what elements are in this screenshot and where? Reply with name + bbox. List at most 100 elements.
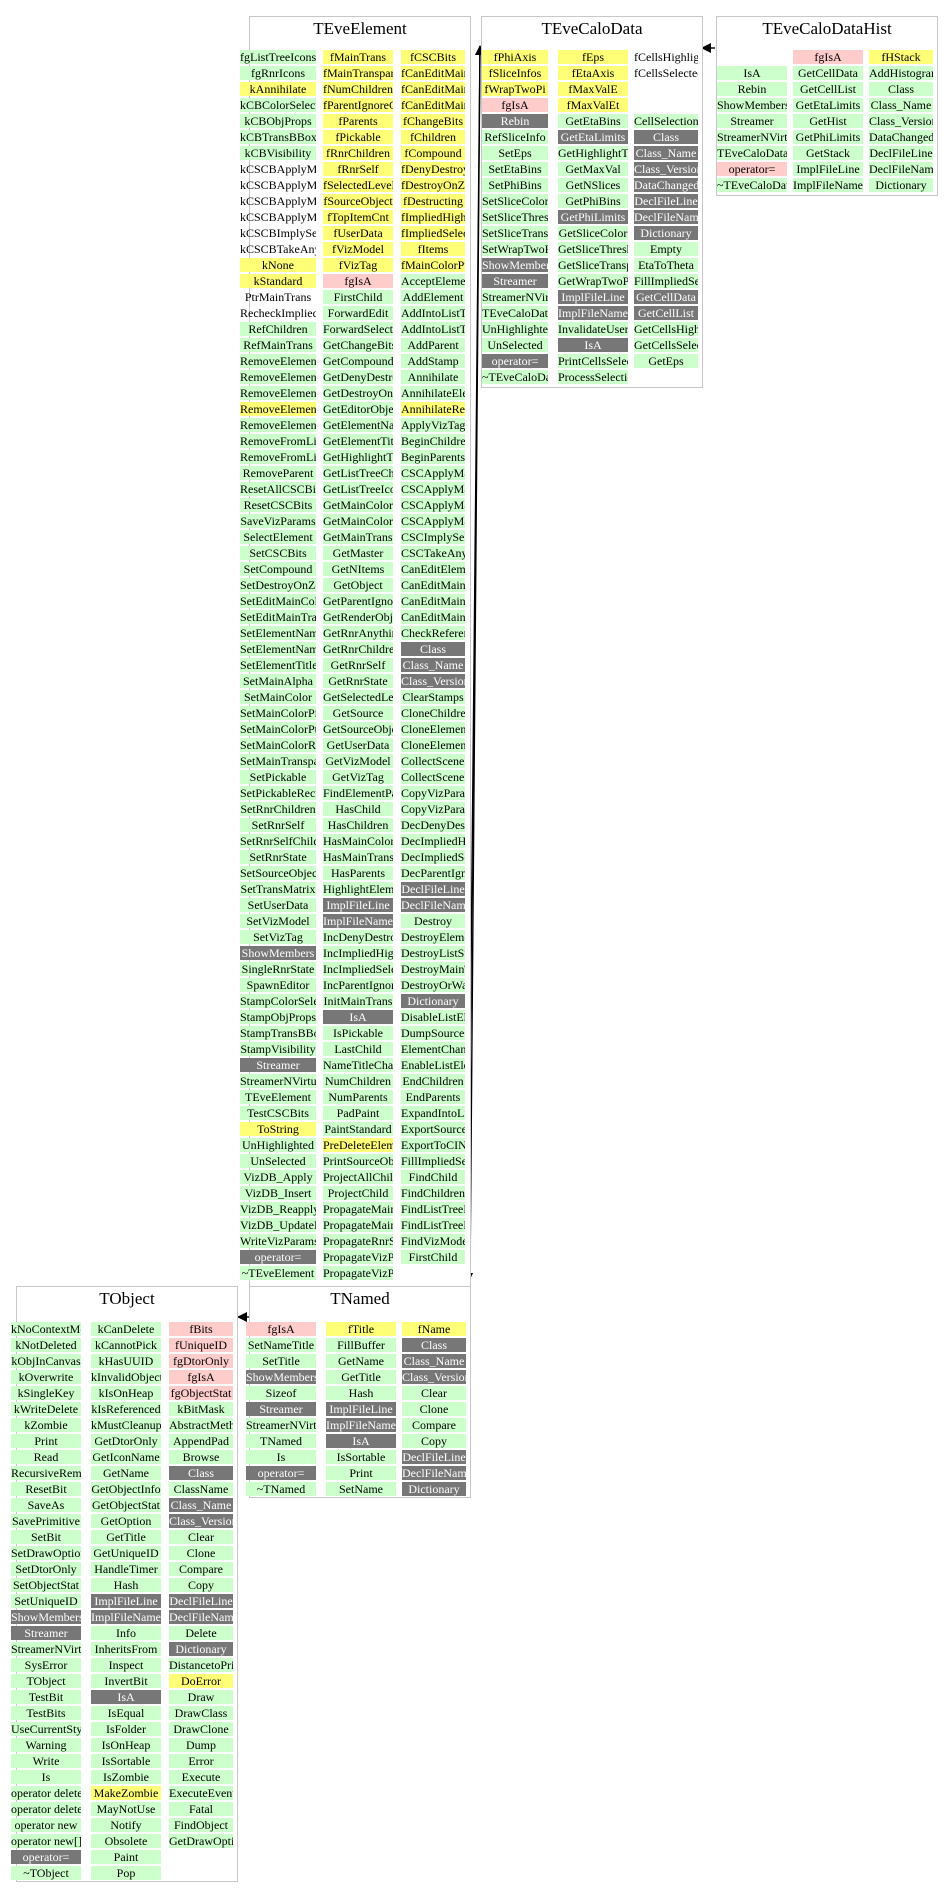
member-cell[interactable]: SetDrawOption [11,1546,81,1560]
member-cell[interactable]: MakeZombie [91,1786,161,1800]
member-cell[interactable]: DecImpliedSelected [401,850,465,864]
member-cell[interactable]: Dictionary [634,226,698,240]
member-cell[interactable]: GetEtaBins [558,114,628,128]
member-cell[interactable]: AddIntoListTrees [401,322,465,336]
class-box-tobject[interactable]: TObject kNoContextMenu kNotDeleted kObjInC… [11,1286,238,1882]
member-cell[interactable]: fCanEditMainColor [401,66,465,80]
member-cell[interactable]: SetUniqueID [11,1594,81,1608]
member-cell[interactable]: kSingleKey [11,1386,81,1400]
member-cell[interactable]: IsZombie [91,1770,161,1784]
member-cell[interactable]: Error [169,1754,233,1768]
member-cell[interactable]: PropagateVizParamsToProjecteds [323,1250,393,1264]
member-cell[interactable]: GetRnrSelf [323,658,393,672]
member-cell[interactable]: fgRnrIcons [240,66,316,80]
member-cell[interactable]: VizDB_Reapply [240,1202,316,1216]
member-cell[interactable]: TNamed [246,1434,316,1448]
member-cell[interactable]: EnableListElements [401,1058,465,1072]
member-cell[interactable]: ResetCSCBits [240,498,316,512]
class-box-tnamed[interactable]: TNamed fgIsA SetNameTitle SetTitle ShowMemb… [246,1286,471,1498]
member-cell[interactable]: GetRnrChildren [323,642,393,656]
member-cell[interactable]: GetStack [793,146,863,160]
member-cell[interactable]: DeclFileName [169,1610,233,1624]
member-cell[interactable]: fRnrSelf [323,162,393,176]
member-cell[interactable]: FindObject [169,1818,233,1832]
member-cell[interactable]: fMainTrans [323,50,393,64]
member-cell[interactable]: GetObject [323,578,393,592]
member-cell[interactable]: ForwardSelection [323,322,393,336]
member-cell[interactable]: GetPhiLimits [793,130,863,144]
member-cell[interactable]: DumpSourceObject [401,1026,465,1040]
member-cell[interactable]: kCSCBApplyMainTransparencyToMatchingChil… [240,210,316,224]
member-cell[interactable]: fTitle [326,1322,396,1336]
member-cell[interactable]: GetDtorOnly [91,1434,161,1448]
member-cell[interactable]: kCanDelete [91,1322,161,1336]
member-cell[interactable]: DeclFileName [401,898,465,912]
member-cell[interactable]: PropagateRnrStateToProjecteds [323,1234,393,1248]
member-cell[interactable]: SetObjectStat [11,1578,81,1592]
member-cell[interactable]: IncImpliedSelected [323,962,393,976]
member-cell[interactable]: Class [869,82,933,96]
member-cell[interactable]: EndParents [401,1090,465,1104]
member-cell[interactable]: IncParentIgnoreCnt [323,978,393,992]
member-cell[interactable]: Hash [326,1386,396,1400]
member-cell[interactable]: Streamer [246,1402,316,1416]
member-cell[interactable]: FillImpliedSelectedSet [634,274,698,288]
member-cell[interactable]: SetVizTag [240,930,316,944]
member-cell[interactable]: CSCApplyMainTransparencyToMatchingChildr… [401,514,465,528]
member-cell[interactable]: SetRnrSelf [240,818,316,832]
member-cell[interactable]: SetMainColorRGB [240,738,316,752]
class-box-tevecalodatahist[interactable]: TEveCaloDataHist IsA Rebin ShowMembers Stre… [716,16,938,196]
member-cell[interactable]: GetEps [634,354,698,368]
member-cell[interactable]: fVizTag [323,258,393,272]
member-cell[interactable]: FillBuffer [326,1338,396,1352]
member-cell[interactable]: AnnihilateRecursively [401,402,465,416]
member-cell[interactable]: GetDrawOption [169,1834,233,1848]
member-cell[interactable]: StampObjProps [240,1010,316,1024]
member-cell[interactable]: GetMaxVal [558,162,628,176]
member-cell[interactable]: Destroy [401,914,465,928]
member-cell[interactable]: DoError [169,1674,233,1688]
member-cell[interactable]: CloneChildrenRecurse [401,706,465,720]
member-cell[interactable]: fParents [323,114,393,128]
member-cell[interactable]: SetVizModel [240,914,316,928]
member-cell[interactable]: SetNameTitle [246,1338,316,1352]
member-cell[interactable]: SetCompound [240,562,316,576]
member-cell[interactable]: InvertBit [91,1674,161,1688]
member-cell[interactable]: UnSelected [240,1154,316,1168]
member-cell[interactable]: GetMainColorPtr [323,514,393,528]
member-cell[interactable]: AddIntoListTree [401,306,465,320]
member-cell[interactable]: RecheckImpliedSelections [240,306,316,320]
member-cell[interactable]: NumChildren [323,1074,393,1088]
member-cell[interactable]: ForwardEdit [323,306,393,320]
member-cell[interactable]: ExportToCINT [401,1138,465,1152]
member-cell[interactable]: StampColorSelection [240,994,316,1008]
member-cell[interactable]: operator delete [11,1786,81,1800]
member-cell[interactable]: fNumChildren [323,82,393,96]
member-cell[interactable]: ~TEveCaloData [482,370,548,384]
member-cell[interactable]: kCSCBApplyMainColorToMatchingChildren [240,178,316,192]
member-cell[interactable]: operator delete[] [11,1802,81,1816]
member-cell[interactable]: kCBColorSelection [240,98,316,112]
member-cell[interactable]: GetCompound [323,354,393,368]
member-cell[interactable]: Notify [91,1818,161,1832]
member-cell[interactable]: ElementChanged [401,1042,465,1056]
member-cell[interactable]: SetPickable [240,770,316,784]
member-cell[interactable]: ImplFileName [323,914,393,928]
member-cell[interactable]: Dictionary [402,1482,466,1496]
member-cell[interactable]: Dump [169,1738,233,1752]
member-cell[interactable]: HasParents [323,866,393,880]
member-cell[interactable]: SetRnrState [240,850,316,864]
member-cell[interactable]: fgIsA [793,50,863,64]
member-cell[interactable]: ExportSourceObjectToCINT [401,1122,465,1136]
member-cell[interactable]: Class [402,1338,466,1352]
member-cell[interactable]: SpawnEditor [240,978,316,992]
member-cell[interactable]: GetDenyDestroy [323,370,393,384]
member-cell[interactable]: ImplFileName [91,1610,161,1624]
member-cell[interactable]: GetEtaLimits [558,130,628,144]
member-cell[interactable]: CSCImplySelectAllChildren [401,530,465,544]
member-cell[interactable]: GetListTreeIcon [323,482,393,496]
member-cell[interactable]: kZombie [11,1418,81,1432]
member-cell[interactable]: DeclFileLine [169,1594,233,1608]
member-cell[interactable]: PropagateMainColorToProjecteds [323,1202,393,1216]
member-cell[interactable]: fCellsSelected [634,66,698,80]
